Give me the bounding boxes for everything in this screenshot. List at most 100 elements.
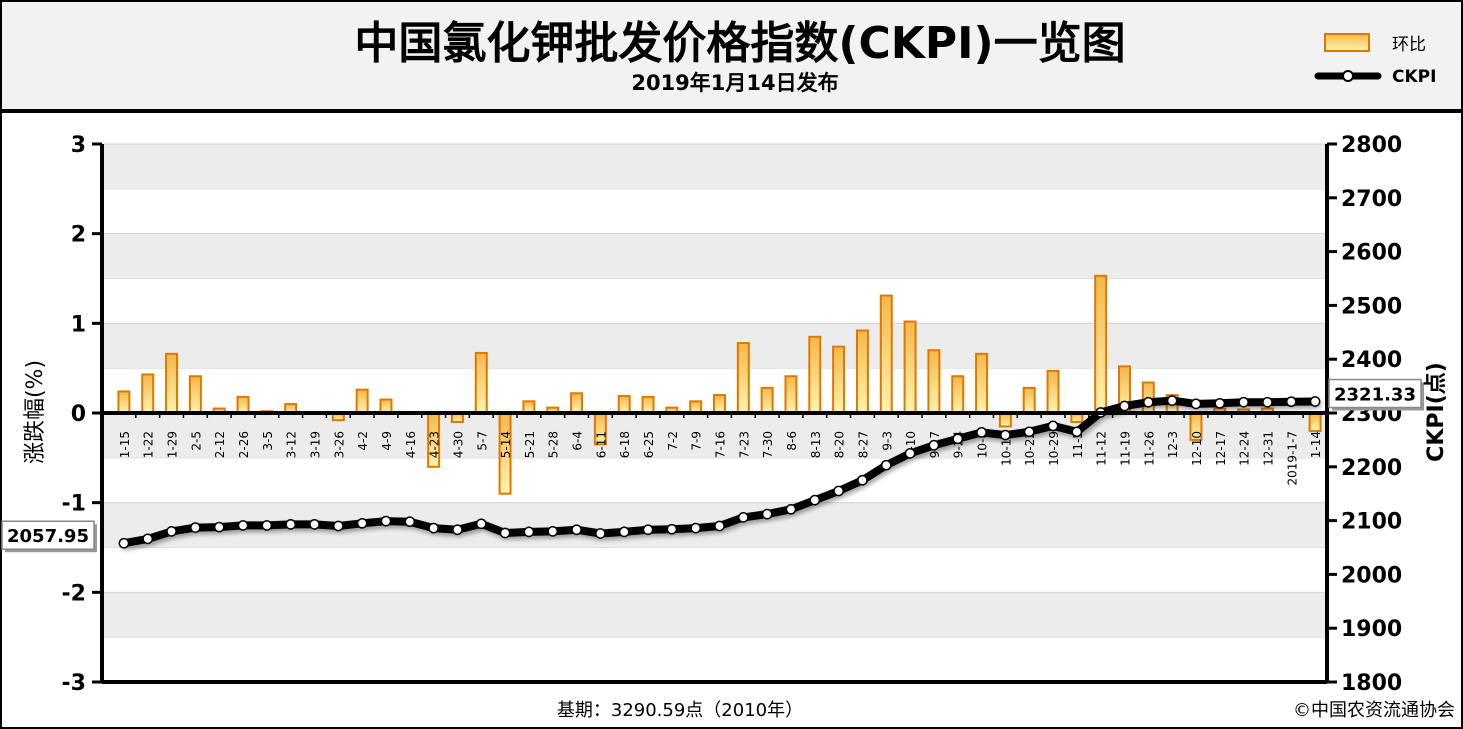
legend-swatch-marker — [1342, 70, 1354, 82]
bar-10-8 — [975, 352, 989, 415]
annotation-box — [1, 520, 95, 550]
legend: 环比 CKPI — [1314, 33, 1436, 87]
category-label: 12-24 — [1238, 431, 1252, 466]
bar-10-22 — [1022, 386, 1036, 415]
ckpi-point — [499, 527, 511, 539]
category-label: 7-9 — [690, 431, 704, 451]
copyright-note: ©中国农资流通协会 — [1293, 700, 1455, 721]
ckpi-point — [1190, 398, 1202, 410]
category-label: 5-21 — [523, 431, 537, 458]
category-label: 4-9 — [380, 431, 394, 451]
y-right-tick-label: 1900 — [1341, 617, 1402, 642]
bar-8-27 — [855, 329, 869, 414]
category-label: 7-16 — [714, 431, 728, 458]
grid-band — [102, 144, 1327, 189]
y-left-tick-label: -1 — [62, 492, 86, 517]
ckpi-point — [166, 526, 177, 537]
category-label: 6-11 — [594, 431, 608, 458]
category-label: 1-29 — [166, 431, 180, 458]
ckpi-line-series — [118, 395, 1321, 549]
category-labels: 1-15 1-22 1-29 2-5 2-12 2-26 3-5 3-12 3-19 3-26 4-… — [118, 431, 1323, 485]
bar-1-15 — [117, 390, 131, 415]
bar-6-4 — [570, 392, 584, 415]
y-left-axis-label: 涨跌幅(%) — [23, 360, 48, 464]
chart-title: 中国氯化钾批发价格指数(CKPI)一览图 — [354, 18, 1125, 69]
annotation-label: 2057.95 — [7, 526, 89, 547]
category-label: 1-14 — [1309, 431, 1323, 458]
category-label: 7-30 — [761, 431, 775, 458]
bar-8-20 — [832, 345, 846, 414]
ckpi-point — [880, 459, 892, 471]
ckpi-point — [833, 485, 844, 497]
y-right-tick-label: 2400 — [1341, 348, 1402, 373]
annotation-box — [1328, 378, 1422, 409]
bar-7-23 — [736, 342, 750, 414]
ckpi-point — [1071, 426, 1083, 438]
ckpi-point — [1119, 400, 1130, 412]
category-label: 3-26 — [332, 431, 346, 458]
ckpi-point — [1285, 396, 1297, 408]
ckpi-point — [785, 503, 797, 515]
ckpi-point — [737, 512, 749, 523]
y-left-tick-label: -2 — [62, 581, 86, 606]
bar-7-30 — [760, 386, 774, 415]
ckpi-point — [523, 526, 535, 538]
category-label: 12-10 — [1190, 431, 1204, 466]
ckpi-point — [1023, 426, 1035, 438]
bar-2-5 — [188, 375, 202, 414]
y-right-tick-label: 2500 — [1341, 294, 1402, 319]
y-left-tick-label: 2 — [71, 223, 86, 248]
category-label: 4-23 — [428, 431, 442, 458]
category-label: 5-28 — [547, 431, 561, 458]
ckpi-point — [332, 520, 344, 532]
ckpi-point — [237, 520, 249, 531]
category-label: 8-27 — [856, 431, 870, 458]
category-label: 5-7 — [475, 431, 489, 451]
ckpi-point — [690, 522, 702, 534]
ckpi-point — [1000, 429, 1011, 441]
bar-1-22 — [141, 373, 155, 414]
ckpi-point — [571, 524, 582, 536]
y-left-tick-label: -3 — [62, 671, 86, 696]
category-label: 10-22 — [1023, 431, 1037, 466]
ckpi-point — [285, 519, 297, 530]
category-label: 1-15 — [118, 431, 132, 458]
category-label: 5-14 — [499, 431, 513, 458]
ckpi-point — [428, 522, 439, 534]
grid-band — [102, 323, 1327, 369]
bar-1-14 — [1308, 412, 1322, 432]
y-left-tick-label: 0 — [71, 402, 86, 427]
category-label: 3-12 — [285, 431, 299, 458]
axes: 3210-1-2-3280027002600250024002300220021… — [62, 133, 1403, 696]
y-right-tick-label: 2800 — [1341, 133, 1402, 158]
ckpi-point — [118, 537, 130, 549]
value-annotations: 2057.95 2321.33 — [1, 378, 1424, 553]
category-label: 7-2 — [666, 431, 680, 451]
category-label: 2-12 — [213, 431, 227, 458]
legend-label-bar: 环比 — [1392, 35, 1426, 55]
category-label: 2-26 — [237, 431, 251, 458]
y-right-tick-label: 2200 — [1341, 456, 1402, 481]
category-label: 12-17 — [1214, 431, 1228, 466]
ckpi-point — [475, 518, 487, 530]
ckpi-point — [356, 517, 368, 529]
ckpi-point — [1309, 396, 1321, 407]
y-right-tick-label: 2100 — [1341, 510, 1402, 535]
category-label: 10-8 — [976, 431, 990, 458]
category-label: 4-16 — [404, 431, 418, 458]
ckpi-point — [380, 515, 392, 527]
y-right-tick-label: 2000 — [1341, 563, 1402, 588]
category-label: 3-19 — [309, 431, 323, 458]
y-right-tick-label: 2700 — [1341, 187, 1402, 212]
category-label: 2-5 — [189, 431, 203, 451]
category-label: 3-5 — [261, 431, 275, 451]
annotation-label: 2321.33 — [1334, 385, 1416, 406]
category-label: 4-2 — [356, 431, 370, 451]
bar-5-7 — [474, 351, 488, 415]
bar-2-26 — [236, 395, 250, 414]
ckpi-point — [404, 516, 416, 528]
header-band — [2, 2, 1461, 110]
bar-6-25 — [641, 395, 655, 414]
ckpi-point — [928, 439, 940, 451]
category-label: 1-22 — [142, 431, 156, 458]
